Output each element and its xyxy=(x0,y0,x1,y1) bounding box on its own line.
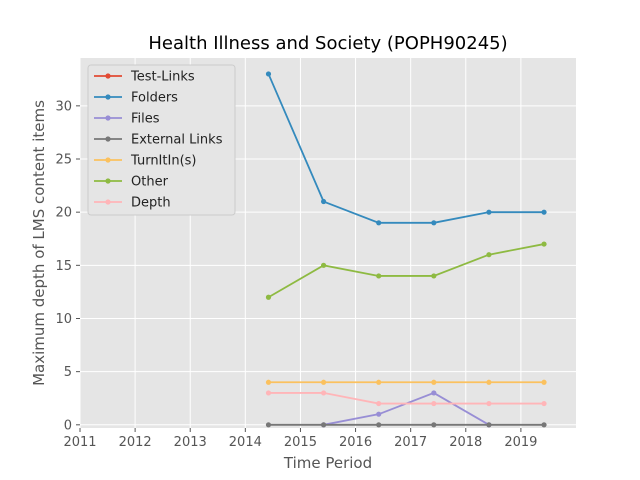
data-point xyxy=(541,379,547,385)
data-point xyxy=(431,400,437,407)
data-point xyxy=(486,400,492,407)
legend-label: External Links xyxy=(131,133,223,148)
y-tick-label: 10 xyxy=(55,312,72,327)
data-point xyxy=(320,379,327,385)
legend-swatch-marker xyxy=(105,136,111,142)
legend-swatch-marker xyxy=(105,157,111,163)
data-point xyxy=(376,400,382,407)
y-axis-ticks: 0 5 10 15 20 25 30 xyxy=(55,99,80,433)
series-depth xyxy=(265,390,547,407)
series-external-links xyxy=(265,422,547,428)
x-tick-label: 2012 xyxy=(119,435,152,450)
legend-swatch-marker xyxy=(105,94,111,100)
legend-swatch-marker xyxy=(105,178,111,184)
data-point xyxy=(431,220,437,226)
y-tick-label: 5 xyxy=(64,365,72,380)
legend-label: Folders xyxy=(131,91,178,106)
y-tick-label: 30 xyxy=(55,99,72,114)
data-point xyxy=(431,379,437,385)
series-group xyxy=(265,71,547,428)
legend-swatch-marker xyxy=(105,199,111,205)
data-point xyxy=(541,241,547,247)
series-folders xyxy=(265,71,547,226)
legend-item: Folders xyxy=(94,91,178,106)
x-tick-label: 2013 xyxy=(174,435,207,450)
legend-label: Depth xyxy=(131,196,171,211)
data-point xyxy=(376,379,382,385)
legend-item: Files xyxy=(94,112,160,127)
data-point xyxy=(265,379,272,385)
data-point xyxy=(376,273,382,279)
data-point xyxy=(486,252,492,258)
y-axis-label: Maximum depth of LMS content items xyxy=(30,100,48,386)
x-tick-label: 2016 xyxy=(339,435,372,450)
x-tick-label: 2015 xyxy=(284,435,317,450)
y-tick-label: 15 xyxy=(55,259,72,274)
legend-item: Other xyxy=(94,175,169,190)
legend-label: Files xyxy=(131,112,160,127)
data-point xyxy=(320,422,327,428)
x-tick-label: 2011 xyxy=(63,435,96,450)
legend-label: Test-Links xyxy=(130,70,195,85)
data-point xyxy=(431,390,437,396)
legend-item: Test-Links xyxy=(94,70,195,85)
series-line xyxy=(267,73,545,224)
data-point xyxy=(376,411,382,417)
series-other xyxy=(265,241,547,300)
data-point xyxy=(431,273,437,279)
legend-swatch-marker xyxy=(105,73,111,79)
series-line xyxy=(268,392,545,405)
legend-item: Depth xyxy=(94,196,171,211)
legend: Test-Links Folders Files External Links Turn… xyxy=(87,64,236,216)
chart-title: Health Illness and Society (POPH90245) xyxy=(148,33,507,54)
x-axis-label: Time Period xyxy=(283,454,372,472)
y-tick-label: 0 xyxy=(64,418,72,433)
legend-swatch-marker xyxy=(105,115,111,121)
legend-item: TurnItIn(s) xyxy=(94,154,196,169)
data-point xyxy=(541,400,547,407)
x-tick-label: 2018 xyxy=(449,435,482,450)
x-tick-label: 2017 xyxy=(394,435,427,450)
x-tick-label: 2019 xyxy=(504,435,537,450)
y-tick-label: 20 xyxy=(55,206,72,221)
y-tick-label: 25 xyxy=(55,153,72,168)
data-point xyxy=(486,209,492,215)
data-point xyxy=(265,71,272,77)
data-point xyxy=(486,379,492,385)
x-axis-ticks: 2011 2012 2013 2014 2015 2016 2017 2018 2019 xyxy=(63,428,537,450)
series-line xyxy=(268,243,545,299)
data-point xyxy=(541,422,547,428)
legend-label: Other xyxy=(131,175,169,190)
data-point xyxy=(541,209,547,215)
data-point xyxy=(376,220,382,226)
legend-box xyxy=(87,64,236,216)
legend-label: TurnItIn(s) xyxy=(130,154,196,169)
data-point xyxy=(431,422,437,428)
data-point xyxy=(320,262,327,268)
data-point xyxy=(265,422,272,428)
data-point xyxy=(265,390,272,396)
data-point xyxy=(376,422,382,428)
x-tick-label: 2014 xyxy=(229,435,262,450)
data-point xyxy=(320,198,327,205)
series-turnitin-s xyxy=(265,379,547,385)
data-point xyxy=(486,422,492,428)
data-point xyxy=(265,294,272,300)
legend-item: External Links xyxy=(94,133,223,148)
data-point xyxy=(320,390,327,396)
